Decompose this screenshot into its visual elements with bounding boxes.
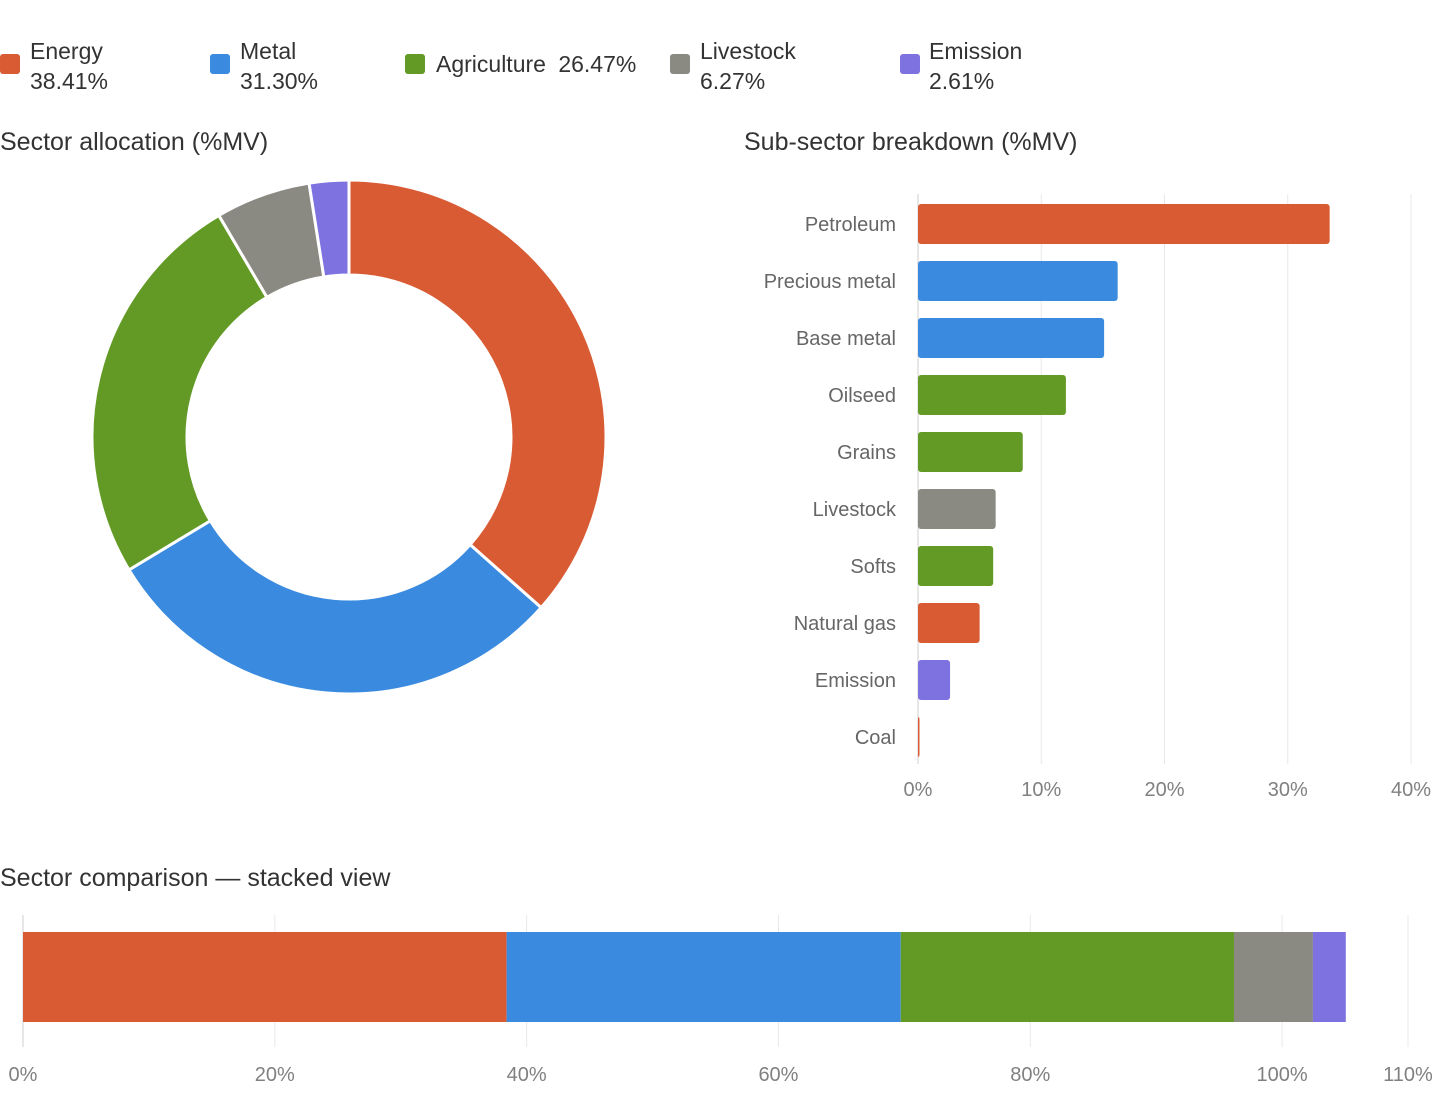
legend-label-metal: Metal [240,38,297,64]
bar-category-label: Softs [850,556,896,578]
bar-x-tick-label: 30% [1268,779,1308,801]
legend-pct-emission: 2.61% [929,68,995,94]
bar-category-label: Base metal [796,328,896,350]
bar-coal[interactable] [918,717,920,757]
bar-emission[interactable] [918,660,951,700]
bar-x-tick-label: 20% [1144,779,1184,801]
bar-category-label: Precious metal [764,271,896,293]
stacked-x-tick-label: 0% [9,1064,38,1086]
legend-label-energy: Energy [30,38,103,64]
legend-pct-livestock: 6.27% [700,68,766,94]
legend-label-emission: Emission [929,38,1023,64]
stacked-segment-agriculture[interactable] [900,932,1234,1022]
bar-x-tick-label: 10% [1021,779,1061,801]
stacked-chart-title: Sector comparison — stacked view [0,864,391,892]
legend-swatch-energy [0,54,20,74]
bar-x-tick-label: 0% [904,779,933,801]
bar-category-label: Emission [815,670,896,692]
legend-pct-metal: 31.30% [240,68,319,94]
subsector-bar-chart: 0% 10% 20% 30% 40% Petroleum Precious metal Bas… [764,194,1431,801]
stacked-segment-livestock[interactable] [1233,932,1313,1022]
legend-label-agriculture: Agriculture [436,51,546,77]
bar-livestock[interactable] [918,489,996,529]
bar-petroleum[interactable] [918,204,1330,244]
bar-category-label: Natural gas [794,613,896,635]
bar-category-label: Grains [837,442,896,464]
stacked-bar-chart: 0% 20% 40% 60% 80% 100% 110% [9,915,1433,1086]
legend-swatch-emission [900,54,920,74]
stacked-segment-emission[interactable] [1312,932,1346,1022]
donut-slice-energy[interactable] [347,178,608,610]
bar-x-tick-label: 40% [1391,779,1431,801]
stacked-segment-energy[interactable] [23,932,507,1022]
bar-category-label: Petroleum [805,214,896,236]
legend-swatch-agriculture [405,54,425,74]
stacked-x-tick-label: 60% [758,1064,798,1086]
legend-pct-agriculture: 26.47% [558,51,637,77]
stacked-x-tick-label: 80% [1010,1064,1050,1086]
donut-slice-emission[interactable] [307,178,351,279]
stacked-x-tick-label: 110% [1383,1064,1433,1086]
stacked-segment-metal[interactable] [506,932,901,1022]
legend-pct-energy: 38.41% [30,68,109,94]
donut-slice-agriculture[interactable] [90,213,270,572]
bar-chart-title: Sub-sector breakdown (%MV) [744,128,1078,156]
bar-category-label: Oilseed [828,385,896,407]
donut-slice-metal[interactable] [126,518,544,696]
bar-oilseed[interactable] [918,375,1066,415]
stacked-x-tick-label: 40% [507,1064,547,1086]
bar-category-label: Livestock [813,499,897,521]
bar-precious-metal[interactable] [918,261,1118,301]
legend-swatch-metal [210,54,230,74]
legend-label-livestock: Livestock [700,38,796,64]
legend-swatch-livestock [670,54,690,74]
bar-base-metal[interactable] [918,318,1105,358]
bar-category-label: Coal [855,727,896,749]
bar-natural-gas[interactable] [918,603,980,643]
bar-softs[interactable] [918,546,994,586]
stacked-x-tick-label: 20% [255,1064,295,1086]
donut-chart [90,178,608,696]
stacked-x-tick-label: 100% [1257,1064,1308,1086]
bar-grains[interactable] [918,432,1023,472]
donut-chart-title: Sector allocation (%MV) [0,128,269,156]
chart-legend: Energy 38.41% Metal 31.30% Agriculture 2… [0,30,1440,100]
